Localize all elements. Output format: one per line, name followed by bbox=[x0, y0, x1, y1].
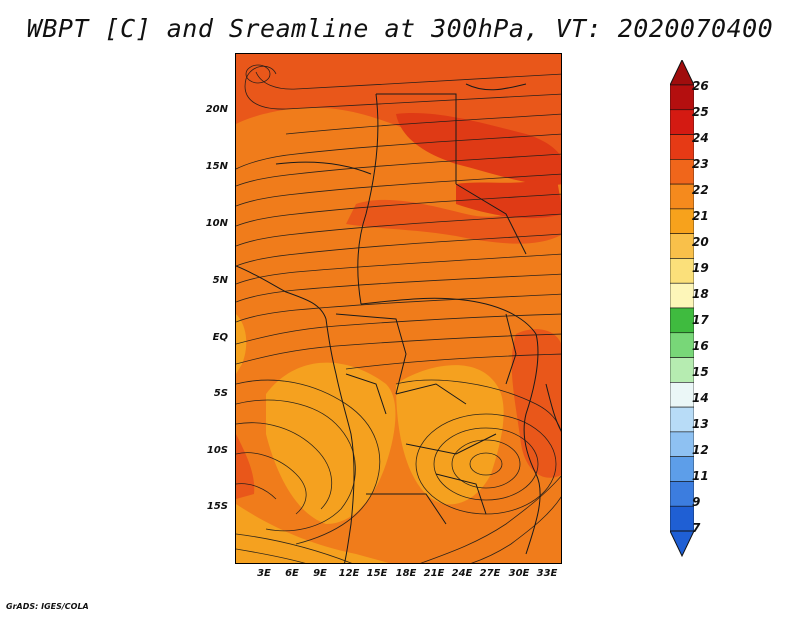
colorbar-cell bbox=[670, 282, 694, 309]
colorbar-label: 11 bbox=[692, 469, 709, 483]
colorbar-bottom-arrow bbox=[670, 530, 694, 558]
colorbar bbox=[670, 60, 694, 558]
colorbar-cell bbox=[670, 258, 694, 284]
colorbar-cell bbox=[670, 456, 694, 482]
lon-label-18e: 18E bbox=[395, 568, 417, 579]
map-panel bbox=[235, 53, 562, 564]
colorbar-label: 12 bbox=[692, 443, 709, 457]
credit-text: GrADS: IGES/COLA bbox=[6, 602, 89, 611]
colorbar-label: 16 bbox=[692, 339, 709, 353]
colorbar-top-arrow bbox=[670, 60, 694, 86]
colorbar-label: 24 bbox=[692, 131, 709, 145]
lon-label-6e: 6E bbox=[285, 568, 299, 579]
colorbar-cell bbox=[670, 84, 694, 111]
lon-label-12e: 12E bbox=[338, 568, 360, 579]
lat-label-10n: 10N bbox=[205, 218, 228, 229]
colorbar-label: 23 bbox=[692, 157, 709, 171]
temperature-field-23-east bbox=[511, 329, 561, 478]
colorbar-label: 9 bbox=[692, 495, 701, 509]
colorbar-cell bbox=[670, 332, 694, 358]
lon-label-9e: 9E bbox=[313, 568, 327, 579]
temperature-field-21-coast bbox=[236, 314, 247, 374]
lat-label-5n: 5N bbox=[212, 275, 228, 286]
colorbar-cell bbox=[670, 431, 694, 457]
colorbar-label: 22 bbox=[692, 183, 709, 197]
lat-label-eq: EQ bbox=[212, 332, 228, 343]
lat-label-15s: 15S bbox=[206, 501, 228, 512]
colorbar-cell bbox=[670, 183, 694, 210]
colorbar-label: 19 bbox=[692, 261, 709, 275]
colorbar-label: 20 bbox=[692, 235, 709, 249]
colorbar-label: 26 bbox=[692, 79, 709, 93]
colorbar-cell bbox=[670, 159, 694, 185]
lon-label-21e: 21E bbox=[423, 568, 445, 579]
colorbar-cell bbox=[670, 109, 694, 135]
colorbar-label: 25 bbox=[692, 105, 709, 119]
colorbar-label: 18 bbox=[692, 287, 709, 301]
colorbar-label: 17 bbox=[692, 313, 709, 327]
map-title: WBPT [C] and Sreamline at 300hPa, VT: 20… bbox=[26, 14, 774, 43]
streamlines bbox=[236, 64, 561, 563]
colorbar-cell bbox=[670, 134, 694, 160]
temperature-field-21-south-west bbox=[266, 362, 396, 524]
colorbar-cell bbox=[670, 481, 694, 507]
colorbar-label: 13 bbox=[692, 417, 709, 431]
lon-label-15e: 15E bbox=[366, 568, 388, 579]
lon-label-30e: 30E bbox=[508, 568, 530, 579]
colorbar-cell bbox=[670, 208, 694, 234]
colorbar-cell bbox=[670, 382, 694, 408]
colorbar-cells bbox=[670, 84, 694, 532]
lon-label-27e: 27E bbox=[479, 568, 501, 579]
colorbar-label: 15 bbox=[692, 365, 709, 379]
lon-label-3e: 3E bbox=[257, 568, 271, 579]
lat-label-5s: 5S bbox=[213, 388, 228, 399]
lat-label-10s: 10S bbox=[206, 445, 228, 456]
colorbar-cell bbox=[670, 505, 694, 532]
lat-label-15n: 15N bbox=[205, 161, 228, 172]
colorbar-cell bbox=[670, 307, 694, 334]
lat-label-20n: 20N bbox=[205, 104, 228, 115]
colorbar-label: 7 bbox=[692, 521, 701, 535]
coastlines-and-borders bbox=[236, 83, 561, 563]
lon-label-24e: 24E bbox=[451, 568, 473, 579]
temperature-field-21-south-central bbox=[396, 365, 504, 505]
colorbar-label: 21 bbox=[692, 209, 709, 223]
temperature-field-23-band bbox=[346, 194, 561, 244]
colorbar-cell bbox=[670, 357, 694, 383]
colorbar-cell bbox=[670, 233, 694, 259]
colorbar-label: 14 bbox=[692, 391, 709, 405]
temperature-field-24-sahel bbox=[456, 174, 561, 219]
map-field bbox=[236, 54, 561, 563]
temperature-field-23-west bbox=[236, 434, 255, 499]
lon-label-33e: 33E bbox=[536, 568, 558, 579]
temperature-field-24-north bbox=[396, 113, 561, 185]
colorbar-cell bbox=[670, 406, 694, 433]
temperature-field-21-south bbox=[236, 504, 389, 563]
